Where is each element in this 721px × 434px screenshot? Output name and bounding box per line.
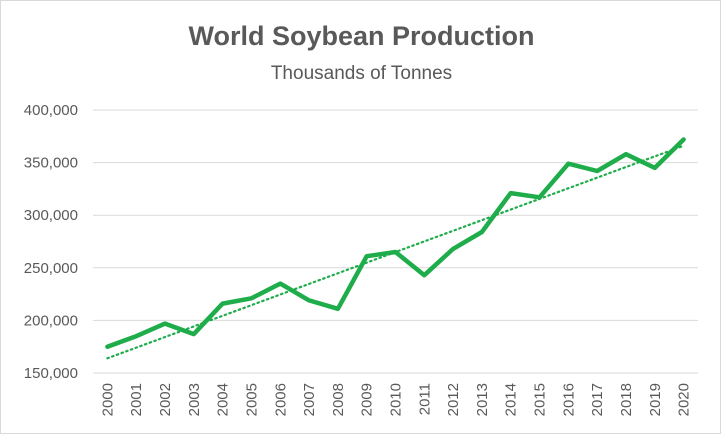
data-point <box>682 137 686 141</box>
x-tick-label: 2014 <box>503 383 520 416</box>
x-tick-label: 2004 <box>215 383 232 416</box>
x-tick-label: 2002 <box>157 383 174 416</box>
x-tick-label: 2010 <box>388 383 405 416</box>
data-point <box>595 169 599 173</box>
data-point <box>249 296 253 300</box>
x-tick-label: 2001 <box>128 383 145 416</box>
x-tick-label: 2011 <box>416 383 433 415</box>
y-tick-label: 150,000 <box>24 365 78 382</box>
data-point <box>105 345 109 349</box>
data-point <box>451 247 455 251</box>
x-tick-label: 2015 <box>532 383 549 416</box>
y-tick-label: 300,000 <box>24 207 78 224</box>
x-tick-label: 2009 <box>359 383 376 416</box>
data-point <box>480 230 484 234</box>
x-tick-label: 2007 <box>301 383 318 416</box>
data-point <box>365 254 369 258</box>
data-point <box>134 334 138 338</box>
data-point <box>192 332 196 336</box>
x-axis-ticks: 2000 2001 2002 2003 2004 2005 2006 2007 2008 2009… <box>99 383 692 416</box>
x-tick-label: 2000 <box>99 383 116 416</box>
y-tick-label: 250,000 <box>24 260 78 277</box>
data-point <box>422 273 426 277</box>
data-point <box>278 282 282 286</box>
gridlines <box>93 109 698 374</box>
y-tick-label: 200,000 <box>24 312 78 329</box>
data-point <box>566 162 570 166</box>
series-lines <box>105 137 686 360</box>
data-point <box>336 307 340 311</box>
data-point <box>394 250 397 254</box>
x-tick-label: 2008 <box>330 383 347 416</box>
x-tick-label: 2006 <box>272 383 289 416</box>
x-tick-label: 2005 <box>243 383 260 416</box>
x-tick-label: 2017 <box>589 383 606 416</box>
x-tick-label: 2020 <box>676 383 693 416</box>
x-tick-label: 2018 <box>618 383 635 416</box>
x-tick-label: 2016 <box>560 383 577 416</box>
data-point <box>307 298 311 302</box>
chart-subtitle: Thousands of Tonnes <box>270 63 453 84</box>
data-point <box>221 302 225 306</box>
x-tick-label: 2013 <box>474 383 491 416</box>
data-point <box>163 322 167 326</box>
y-tick-label: 400,000 <box>24 102 78 119</box>
chart-title: World Soybean Production <box>188 21 535 51</box>
x-tick-label: 2012 <box>445 383 462 416</box>
data-point <box>538 195 542 199</box>
data-point <box>624 152 628 156</box>
y-tick-label: 350,000 <box>24 155 78 172</box>
y-axis-ticks: 150,000 200,000 250,000 300,000 350,000 400,0… <box>24 102 78 382</box>
x-tick-label: 2003 <box>186 383 203 416</box>
data-point <box>653 166 657 170</box>
x-tick-label: 2019 <box>647 383 664 416</box>
data-point <box>509 191 513 195</box>
